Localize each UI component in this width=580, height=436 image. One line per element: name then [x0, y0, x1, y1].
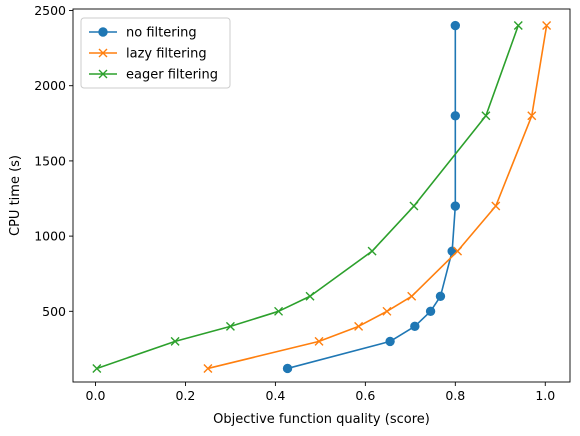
legend-item: lazy filtering — [89, 47, 207, 62]
data-point — [92, 363, 102, 373]
y-axis: 500 1000 1500 2000 2500 — [34, 3, 73, 319]
y-tick-label: 500 — [42, 304, 66, 319]
data-point — [450, 20, 461, 31]
x-axis-label: Objective function quality (score) — [213, 412, 430, 427]
data-point — [513, 21, 523, 31]
legend-label: no filtering — [126, 26, 197, 41]
data-point — [491, 201, 501, 211]
data-point — [425, 306, 436, 317]
x-tick-label: 1.0 — [535, 388, 555, 403]
data-point — [282, 363, 293, 374]
y-axis-label: CPU time (s) — [8, 155, 23, 236]
series-lazy-filtering — [203, 21, 552, 373]
legend-item: no filtering — [89, 26, 197, 41]
data-point — [453, 246, 463, 256]
data-point — [203, 363, 213, 373]
data-point — [435, 291, 446, 301]
data-point — [274, 306, 284, 316]
x-axis: 0.0 0.2 0.4 0.6 0.8 1.0 — [86, 382, 555, 403]
data-point — [98, 69, 108, 79]
series-layer — [92, 20, 552, 374]
legend: no filtering lazy filtering eager filterin… — [80, 17, 231, 89]
y-tick-label: 2000 — [34, 78, 66, 93]
y-tick-label: 1500 — [34, 153, 66, 168]
data-point — [450, 201, 461, 211]
legend-box — [80, 17, 231, 89]
data-point — [314, 336, 324, 346]
legend-label: lazy filtering — [126, 47, 207, 62]
y-tick-label: 2500 — [34, 3, 66, 18]
data-point — [305, 291, 315, 301]
plot-frame — [72, 8, 571, 383]
data-point — [225, 321, 235, 331]
data-point — [385, 336, 395, 347]
series-no-filtering — [282, 20, 461, 374]
series-eager-filtering — [92, 21, 523, 373]
x-tick-label: 0.6 — [355, 388, 375, 403]
data-point — [409, 201, 419, 211]
data-point — [527, 111, 537, 121]
data-point — [407, 291, 417, 301]
data-point — [98, 27, 108, 37]
legend-item: eager filtering — [89, 68, 218, 83]
data-point — [367, 246, 377, 256]
data-point — [354, 321, 364, 331]
data-point — [450, 111, 461, 121]
data-point — [481, 111, 491, 121]
x-tick-label: 0.0 — [86, 388, 106, 403]
data-point — [410, 321, 420, 332]
x-tick-label: 0.8 — [445, 388, 465, 403]
data-point — [382, 306, 392, 316]
data-point — [542, 21, 552, 31]
data-point — [98, 48, 108, 58]
data-point — [170, 336, 180, 346]
legend-label: eager filtering — [126, 68, 218, 83]
x-tick-label: 0.4 — [265, 388, 285, 403]
y-tick-label: 1000 — [34, 229, 66, 244]
x-tick-label: 0.2 — [175, 388, 195, 403]
